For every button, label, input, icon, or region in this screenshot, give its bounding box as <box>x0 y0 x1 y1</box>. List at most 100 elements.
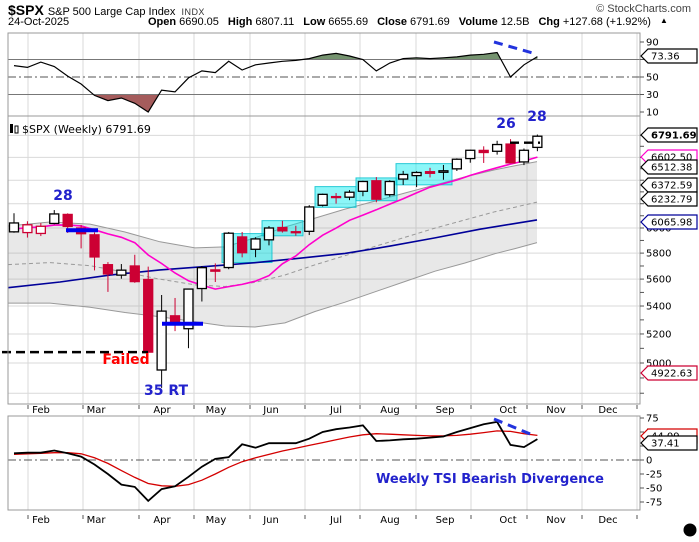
month-label: Nov <box>546 515 566 526</box>
month-label: Oct <box>499 405 516 416</box>
month-label: Sep <box>436 515 455 526</box>
price-axis-label: 5800 <box>646 249 671 260</box>
tsi-current-value-value: 37.41 <box>651 439 680 450</box>
quote-values: Open 6690.05 High 6807.11 Low 6655.69 Close 679… <box>148 16 668 28</box>
candlestick <box>129 265 140 283</box>
quote-volume-value: 12.5B <box>500 16 530 28</box>
candlestick <box>116 269 127 276</box>
quote-close: Close 6791.69 <box>377 16 450 28</box>
tsi-line <box>13 420 538 503</box>
annotation-text: Failed <box>102 352 149 368</box>
candlestick <box>371 180 382 200</box>
price-level-label-value: 6791.69 <box>651 131 697 142</box>
quote-volume: Volume 12.5B <box>459 16 530 28</box>
rsi-oversold-fill <box>93 94 159 112</box>
candlestick <box>102 264 114 275</box>
rsi-axis-label: 30 <box>646 90 659 101</box>
candlestick <box>183 288 194 330</box>
price-level-label-box <box>640 127 698 143</box>
symbol-exchange: INDX <box>181 7 205 17</box>
candlestick <box>277 226 288 232</box>
month-label: May <box>206 515 227 526</box>
quote-open-value: 6690.05 <box>179 16 219 28</box>
candlestick <box>384 180 395 196</box>
month-label: Aug <box>380 405 400 416</box>
panel-border <box>7 115 641 405</box>
month-label: May <box>206 405 227 416</box>
candlestick <box>290 231 301 234</box>
candlestick <box>236 236 248 254</box>
series-icon <box>14 125 19 134</box>
quote-chg-value: +127.68 (+1.92%) <box>562 16 651 28</box>
price-level-label-box <box>640 365 698 381</box>
tsi-divergence-dashed-line <box>493 417 536 438</box>
price-level-label-box <box>640 177 698 193</box>
candlestick <box>156 310 167 371</box>
annotation-text: 28 <box>527 109 546 125</box>
candlestick <box>398 173 409 180</box>
price-level-label-box <box>640 191 698 207</box>
symbol-name: S&P 500 Large Cap Index <box>47 6 176 18</box>
annotation-text: 28 <box>53 188 72 204</box>
rsi-divergence-dashed-line <box>493 40 537 56</box>
tsi-axis-label: -25 <box>646 470 662 481</box>
price-axis-label: 5600 <box>646 275 671 286</box>
candlestick <box>169 315 181 323</box>
tsi-signal-line <box>13 430 538 487</box>
candlestick <box>465 149 476 160</box>
tsi-axis-label: -75 <box>646 498 662 509</box>
price-level-label-value: 6065.98 <box>651 218 692 229</box>
month-label: Mar <box>87 515 107 526</box>
price-level-label-value: 6512.38 <box>651 163 692 174</box>
candlestick <box>491 143 503 152</box>
month-label: Dec <box>598 405 617 416</box>
quote-low-label: Low <box>303 16 326 28</box>
rsi-overbought-fill <box>400 52 501 60</box>
month-label: Jun <box>262 515 279 526</box>
tsi-axis-label: 0 <box>646 456 652 467</box>
panel-border <box>7 415 641 511</box>
candlestick <box>330 195 342 199</box>
candlestick <box>22 224 33 234</box>
tsi-axis-label: 75 <box>646 414 659 425</box>
candlestick <box>49 213 60 225</box>
price-level-label-value: 6602.50 <box>651 153 692 164</box>
sma40-line <box>7 219 538 289</box>
change-up-arrow-icon: ▲ <box>659 16 668 25</box>
price-level-label-value: 6232.79 <box>651 195 692 206</box>
quote-chg-label: Chg <box>538 16 560 28</box>
candlestick <box>532 135 543 149</box>
candlestick <box>210 269 221 272</box>
series-icon <box>10 124 13 133</box>
candlestick <box>62 213 73 228</box>
price-level-label-value: 4922.63 <box>651 369 692 380</box>
quote-close-label: Close <box>377 16 408 28</box>
quote-open-label: Open <box>148 16 177 28</box>
annotation-text: 26 <box>496 116 515 132</box>
quote-high-value: 6807.11 <box>255 16 295 28</box>
rsi-overbought-fill <box>302 53 363 60</box>
main-chart-label: $SPX (Weekly) 6791.69 <box>22 123 151 136</box>
symbol: $SPX <box>8 2 44 18</box>
quote-low: Low 6655.69 <box>303 16 368 28</box>
candlestick <box>263 227 275 241</box>
month-label: Nov <box>546 405 566 416</box>
month-label: Dec <box>598 515 617 526</box>
candlestick <box>196 267 208 290</box>
sma10-line <box>13 156 538 290</box>
price-level-label-box <box>640 159 698 175</box>
rsi-current-value-value: 73.36 <box>651 52 680 63</box>
candlestick <box>411 171 422 177</box>
price-axis-label: 5000 <box>646 359 671 370</box>
quote-high: High 6807.11 <box>228 16 294 28</box>
price-level-label-box <box>640 214 698 230</box>
rsi-axis-label: 50 <box>646 73 659 84</box>
candlestick <box>344 191 355 198</box>
annotation-text: Weekly TSI Bearish Divergence <box>376 472 604 487</box>
candlestick <box>250 238 261 250</box>
candlestick <box>89 234 100 258</box>
highlight-box <box>395 163 453 186</box>
price-axis-label: 5400 <box>646 302 671 313</box>
candlestick <box>304 206 315 232</box>
rsi-line <box>13 51 538 113</box>
